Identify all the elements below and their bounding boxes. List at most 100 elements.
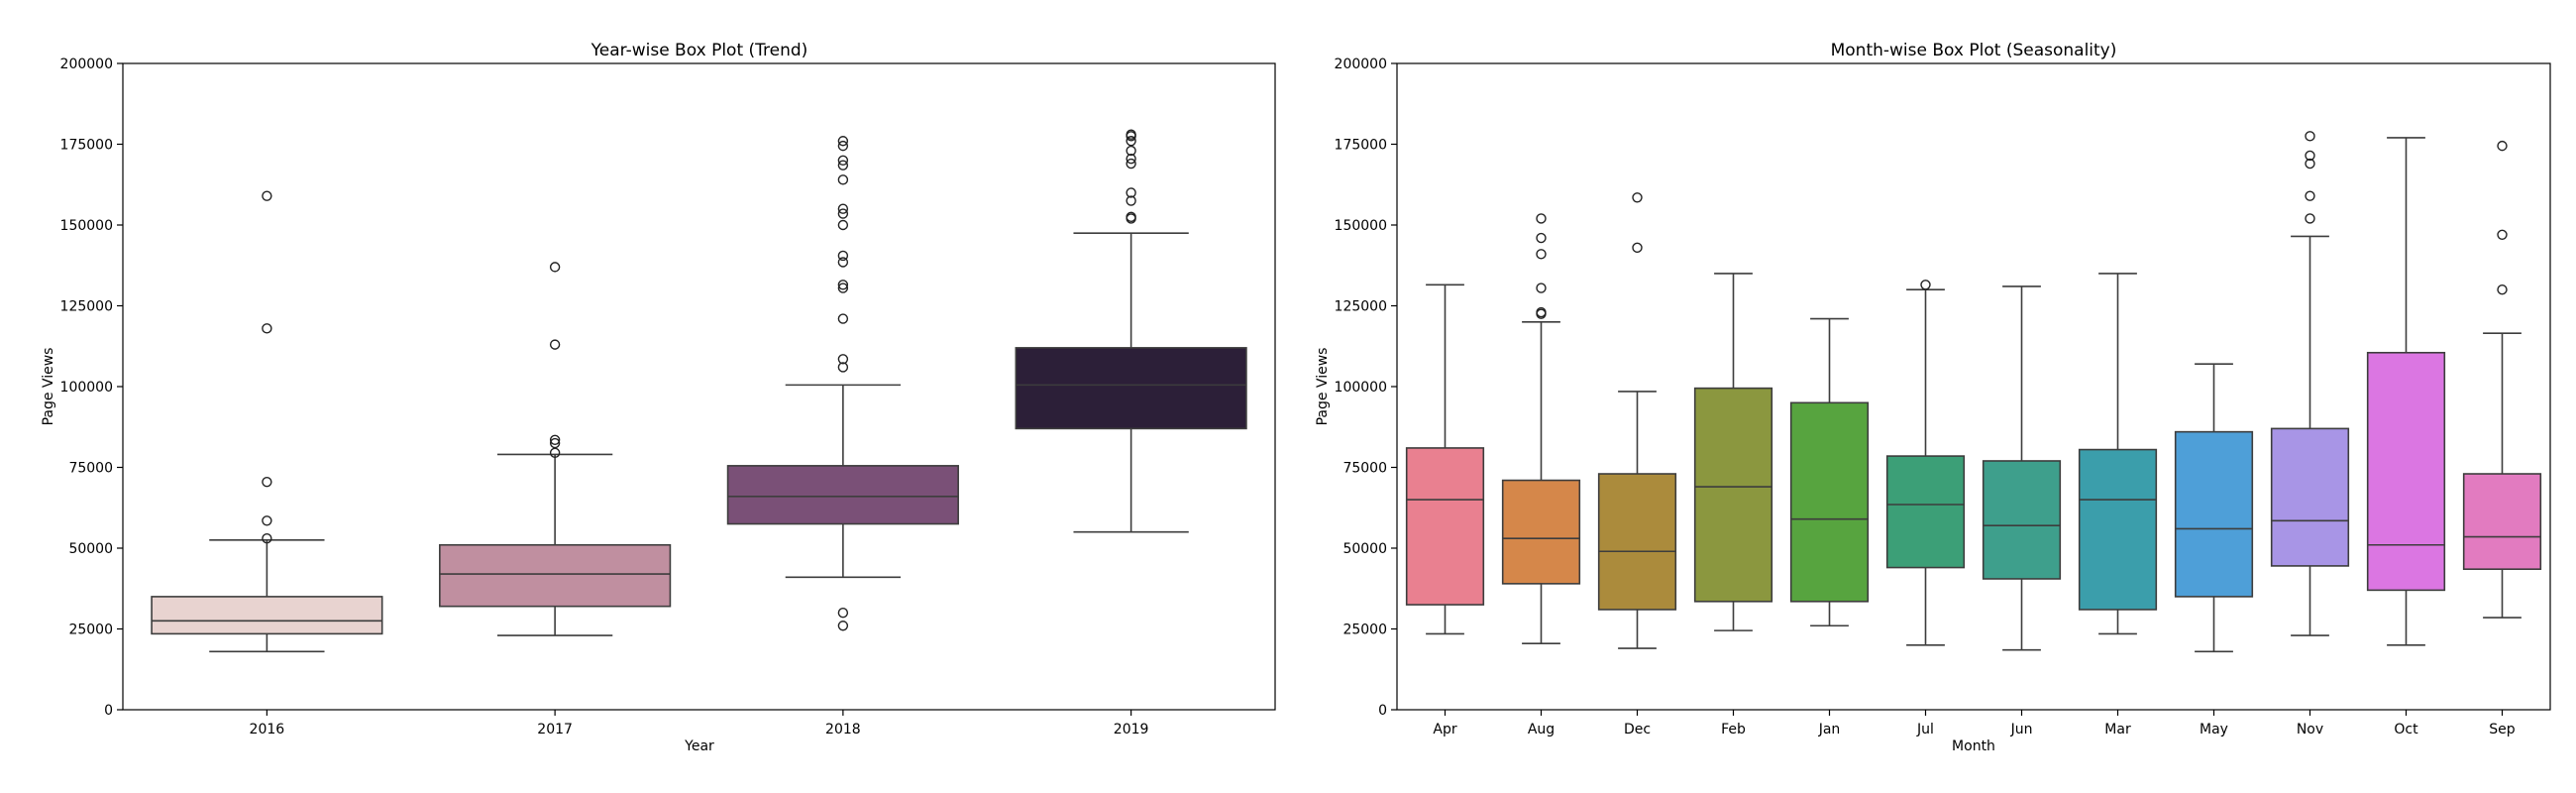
x-tick-label: Feb [1721,722,1746,737]
outlier-point [837,283,849,293]
chart-title: Month-wise Box Plot (Seasonality) [1831,41,2117,60]
x-tick-label: 2019 [1114,722,1149,737]
outlier-point [1632,242,1643,254]
x-tick-label: Aug [1528,722,1555,737]
outlier-point [1126,195,1136,206]
box-May [2174,363,2254,653]
outlier-point [837,362,849,373]
outlier-point [837,140,849,152]
box-Aug [1501,213,1581,644]
y-tick-label: 50000 [68,541,113,557]
outlier-point [1126,211,1136,223]
box-Feb [1693,273,1773,631]
x-tick-label: Mar [2104,722,2131,737]
box-body [2462,473,2542,570]
y-tick-label: 125000 [60,299,113,315]
y-tick-label: 0 [104,703,113,719]
chart-title: Year-wise Box Plot (Trend) [590,41,808,60]
outlier-point [2305,150,2315,162]
box-body [1885,455,1966,569]
x-tick-label: 2016 [250,722,285,737]
outlier-point [1536,213,1547,224]
outlier-point [837,174,849,185]
box-body [1982,460,2062,580]
outlier-point [1126,158,1136,170]
y-tick-label: 25000 [68,623,113,638]
outlier-point [1126,145,1136,157]
box-Jan [1789,317,1870,627]
y-tick-label: 100000 [60,380,113,396]
box-Dec [1597,192,1677,649]
outlier-point [1536,232,1547,244]
x-tick-label: Jul [1916,722,1934,737]
outlier-point [1126,129,1136,140]
y-tick-label: 0 [1378,703,1387,719]
box-Jun [1982,285,2062,651]
y-tick-label: 125000 [1335,299,1387,315]
box-body [1405,447,1485,606]
outlier-point [837,203,849,214]
box-body [2078,448,2158,611]
outlier-point [837,257,849,268]
y-tick-label: 75000 [68,461,113,477]
y-tick-label: 200000 [1335,57,1387,72]
box-Oct [2366,137,2446,646]
outlier-point [837,313,849,324]
outlier-point [1920,280,1931,290]
box-body [1501,479,1581,585]
box-body [726,465,959,525]
x-tick-label: Dec [1624,722,1651,737]
outlier-point [837,354,849,365]
outlier-point [549,437,561,449]
outlier-point [1536,306,1547,318]
y-tick-label: 50000 [1342,541,1387,557]
year-wise-panel: Year-wise Box Plot (Trend) Year Page Vie… [41,41,1276,754]
outlier-point [2497,140,2508,152]
axis-ticks: 0 25000 50000 75000 100000 125000 150000 175000… [60,57,1149,737]
box-Mar [2078,273,2158,635]
x-tick-label: Jun [2010,722,2033,737]
box-2019 [1015,129,1247,533]
y-axis-label: Page Views [1315,348,1331,426]
x-tick-label: May [2200,722,2228,737]
outlier-point [2305,131,2315,142]
month-wise-panel: Month-wise Box Plot (Seasonality) Month … [1315,41,2551,754]
outlier-point [262,515,272,526]
x-tick-label: Sep [2489,722,2516,737]
box-Sep [2462,140,2542,619]
box-body [1789,401,1870,603]
box-2018 [726,136,959,631]
plot-frame [1396,62,2551,711]
axis-ticks: 0 25000 50000 75000 100000 125000 150000 175000… [1335,57,2516,737]
box-body [1015,347,1247,430]
outlier-point [2497,229,2508,240]
x-tick-label: Jan [1818,722,1841,737]
box-marks [151,129,1247,653]
outlier-point [1126,153,1136,165]
box-body [439,543,672,608]
box-body [2270,427,2350,567]
box-marks [1405,131,2542,653]
outlier-point [837,208,849,219]
plot-frame [122,62,1276,711]
outlier-point [1632,192,1643,203]
box-2016 [151,190,383,653]
outlier-point [549,262,561,273]
x-tick-label: 2018 [825,722,861,737]
y-tick-label: 100000 [1335,380,1387,396]
y-tick-label: 150000 [1335,218,1387,234]
outlier-point [837,250,849,262]
outlier-point [837,136,849,147]
outlier-point [2305,213,2315,224]
box-Apr [1405,283,1485,635]
y-axis-label: Page Views [41,348,56,426]
x-axis-label: Year [684,738,714,754]
outlier-point [262,476,272,488]
box-2017 [439,262,672,636]
outlier-point [1126,187,1136,198]
box-body [2174,430,2254,598]
outlier-point [837,621,849,631]
box-body [1597,473,1677,611]
outlier-point [837,608,849,619]
